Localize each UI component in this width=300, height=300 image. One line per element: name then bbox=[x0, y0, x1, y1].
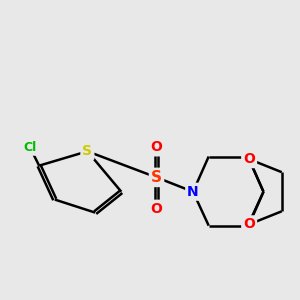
Text: O: O bbox=[151, 140, 163, 154]
Text: O: O bbox=[243, 217, 255, 231]
Text: N: N bbox=[187, 185, 199, 199]
Text: O: O bbox=[151, 202, 163, 216]
Text: Cl: Cl bbox=[23, 141, 37, 154]
Text: S: S bbox=[151, 170, 162, 185]
Text: S: S bbox=[82, 144, 92, 158]
Text: O: O bbox=[243, 152, 255, 166]
